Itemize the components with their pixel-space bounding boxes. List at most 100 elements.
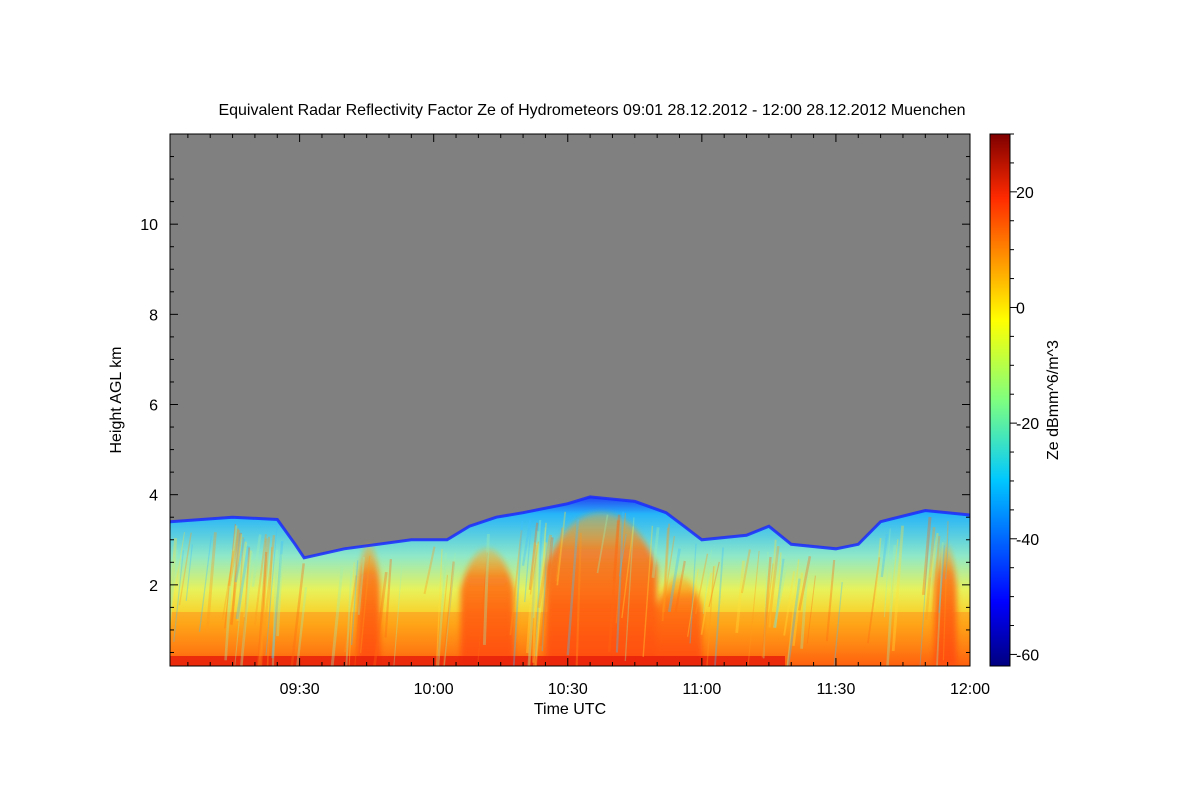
fall-streak [528,522,539,591]
x-tick-label: 10:00 [414,681,454,698]
fall-streak [535,522,547,666]
fall-streak [642,525,654,657]
fall-streak [435,548,443,666]
y-tick-label: 4 [149,488,158,505]
fall-streak [512,521,524,666]
fall-streak [735,560,745,634]
colorbar-tick-label: 20 [1016,185,1034,202]
fall-streak [867,557,881,644]
fall-streak [931,536,941,617]
fall-streak [173,550,184,642]
fall-streak [532,519,542,618]
fall-streak [359,555,371,654]
fall-streak [296,587,308,666]
fall-streak [700,572,713,635]
fall-streak [528,544,538,666]
y-tick-label: 2 [149,578,158,595]
fall-streak [241,547,251,666]
fall-streak [240,551,254,666]
cloud-top-edge [170,495,970,560]
fall-streak [596,514,609,574]
fall-streak [694,553,709,615]
fall-streak [524,530,532,603]
fall-streak [354,574,363,666]
fall-streak [537,534,553,609]
plot-frame [169,133,971,667]
fall-streak [221,550,235,620]
fall-streak [786,559,800,666]
fall-streak [886,544,897,666]
colorbar [989,133,1011,667]
ground-clutter-band [170,656,785,666]
fall-streak [534,522,543,657]
fall-streak [556,511,567,586]
intense-core [545,512,658,666]
fall-streak [761,556,772,658]
fall-streak [178,532,192,606]
fall-streak [271,541,284,659]
fall-streak [786,578,802,666]
fall-streak [621,526,634,619]
fall-streak [533,542,548,666]
fall-streak [509,530,523,636]
y-tick-label: 8 [149,307,158,324]
fall-streak [229,532,242,625]
fall-streak [768,539,777,628]
fall-streak [224,523,237,629]
fall-streak [231,528,239,627]
colorbar-tick-label: -40 [1016,532,1039,549]
fall-streak [702,549,712,614]
fall-streak [945,524,951,580]
fall-streak [624,517,635,662]
fall-streak [891,525,904,652]
intense-core [934,544,957,666]
fall-streak [170,549,179,628]
intense-core [657,575,702,666]
fall-streak [714,547,724,666]
x-tick-label: 10:30 [548,681,588,698]
fall-streaks [170,511,951,666]
fall-streak [442,561,455,666]
x-axis-label: Time UTC [534,701,606,718]
fall-streak [619,533,627,577]
y-axis: 2 4 6 8 10 [140,156,970,653]
fall-streak [529,541,540,595]
fall-streak [924,526,936,620]
fall-streak [774,558,785,628]
fall-streak [922,516,932,596]
fall-streak [344,575,358,653]
fall-streak [373,571,388,666]
fall-streak [919,525,930,666]
fall-streak [243,550,252,618]
fall-streak [227,529,241,587]
fall-streak [783,571,796,636]
fall-streak [883,528,891,618]
fall-streak [687,569,699,637]
fall-streak [566,518,580,656]
fall-streak [706,566,715,666]
fall-streak [662,536,676,613]
fall-streak [800,562,809,649]
fall-streak [833,582,843,666]
fall-streak [615,512,627,624]
fall-streak [667,548,681,613]
fall-streak [265,525,278,656]
fall-streak [539,527,547,613]
fall-streak [198,535,213,632]
fall-streak [235,534,243,585]
intense-core [357,544,381,666]
fall-streak [262,534,276,636]
x-tick-label: 11:00 [682,681,721,698]
fall-streak [532,543,539,663]
fall-streak [555,527,564,582]
fall-streak [436,552,448,666]
fall-streak [234,542,248,666]
fall-streak [258,536,271,666]
fall-streak [393,565,403,666]
fall-streak [253,534,267,626]
y-tick-label: 6 [149,398,158,415]
fall-streak [266,547,273,666]
plot-area [170,134,970,666]
fall-streak [477,552,488,666]
